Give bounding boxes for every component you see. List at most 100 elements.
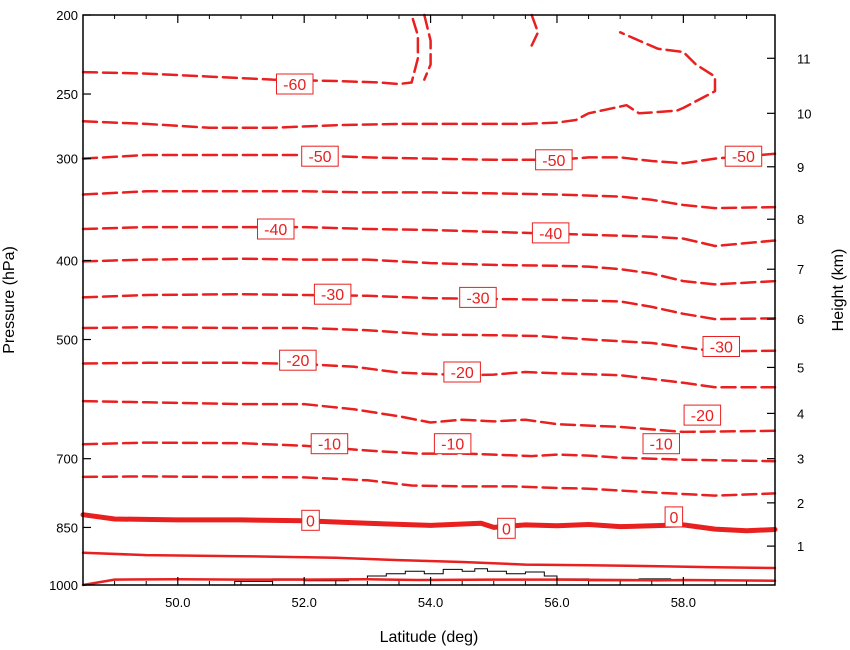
x-tick-label: 56.0	[544, 595, 569, 610]
isotherm-contours	[80, 13, 778, 587]
contour-label-text: -40	[264, 222, 287, 239]
height-tick-label: 11	[797, 51, 811, 66]
contour-minus15	[81, 399, 777, 434]
terrain-outline	[234, 568, 684, 585]
contour-minus10	[81, 441, 777, 463]
contour-label-box	[276, 73, 314, 95]
pressure-tick-label: 250	[56, 87, 78, 102]
x-tick-label: 52.0	[292, 595, 317, 610]
pressure-tick-label: 500	[56, 333, 78, 348]
contour-label-text: -60	[283, 77, 306, 94]
contour-labels: -60 -50 -50 -50 -40 -40 -30 -30 -30 -20 -20 -20 -10 -…	[257, 73, 763, 539]
x-tick-label: 58.0	[671, 595, 696, 610]
contour-label: 0	[301, 509, 320, 531]
contour-label-box	[301, 509, 320, 531]
contour-label: -30	[313, 283, 352, 305]
contour-label: -20	[683, 404, 722, 426]
height-tick-label: 9	[797, 160, 804, 175]
contour-minus60	[530, 13, 540, 47]
contour-label-text: -50	[542, 153, 565, 170]
contour-label-box	[313, 283, 352, 305]
pressure-tick-label: 850	[56, 520, 78, 535]
height-tick-label: 8	[797, 212, 804, 227]
contour-minus50	[81, 152, 777, 165]
contour-label: 0	[664, 506, 684, 528]
contour-10	[81, 578, 777, 587]
contour-label: -50	[535, 149, 573, 171]
contour-label: -60	[276, 73, 314, 95]
contour-label-text: 0	[306, 513, 315, 530]
contour-label: -10	[310, 433, 349, 455]
height-tick-label: 10	[797, 106, 811, 121]
contour-minus45	[81, 190, 777, 210]
contour-label-box	[724, 145, 763, 167]
x-tick-label: 54.0	[418, 595, 443, 610]
contour-label-box	[683, 404, 722, 426]
contour-label-text: -10	[650, 437, 673, 454]
contour-minus40	[81, 225, 777, 248]
contour-label-text: -30	[321, 287, 344, 304]
height-tick-label: 5	[797, 360, 804, 375]
contour-minus25	[81, 326, 777, 353]
contour-label: -20	[279, 349, 317, 371]
axis-ticks: 50.0 52.0 54.0 56.0 58.020025030040050070085…	[49, 8, 811, 610]
pressure-tick-label: 300	[56, 152, 78, 167]
contour-label-text: 0	[669, 510, 678, 527]
contour-label-text: 0	[502, 521, 511, 538]
contour-label-text: -10	[318, 437, 341, 454]
contour-label-text: -30	[466, 290, 489, 307]
contour-label-box	[535, 149, 573, 171]
contour-label-box	[459, 286, 497, 308]
contour-minus20	[81, 361, 777, 389]
contour-label-text: -10	[441, 437, 464, 454]
pressure-tick-label: 1000	[49, 578, 78, 593]
contour-label-box	[310, 433, 349, 455]
contour-label-box	[433, 433, 472, 455]
contour-label: -50	[724, 145, 763, 167]
contour-label-text: -20	[286, 353, 309, 370]
contour-label-text: -50	[308, 149, 331, 166]
contour-minus30	[81, 292, 777, 321]
contour-minus35	[81, 257, 777, 286]
contour-label-box	[301, 145, 339, 167]
contour-label: -50	[301, 145, 339, 167]
contour-label-box	[664, 506, 684, 528]
contour-label: -10	[433, 433, 472, 455]
contour-label-text: -40	[539, 226, 562, 243]
contour-label-box	[257, 218, 295, 240]
contour-label-text: -50	[732, 149, 755, 166]
contour-label-text: -30	[710, 340, 733, 357]
contour-minus60	[81, 13, 420, 86]
contour-label-box	[279, 349, 317, 371]
height-tick-label: 7	[797, 262, 804, 277]
x-tick-label: 50.0	[165, 595, 190, 610]
height-tick-label: 3	[797, 452, 804, 467]
height-tick-label: 1	[797, 539, 804, 554]
height-tick-label: 6	[797, 312, 804, 327]
pressure-tick-label: 700	[56, 452, 78, 467]
contour-label-box	[702, 336, 740, 357]
contour-label: -40	[257, 218, 295, 240]
contour-label-box	[443, 361, 481, 383]
contour-label-text: -20	[691, 408, 714, 425]
contour-label: -30	[702, 336, 740, 357]
contour-minus60	[423, 13, 432, 81]
contour-label-text: -20	[451, 365, 474, 382]
pressure-tick-label: 200	[56, 8, 78, 23]
contour-label: -30	[459, 286, 497, 308]
height-tick-label: 4	[797, 406, 804, 421]
plot-frame	[82, 14, 776, 586]
y-axis-title-height: Height (km)	[830, 249, 847, 332]
contour-label: -20	[443, 361, 481, 383]
contour-5	[81, 551, 777, 570]
contour-label: 0	[497, 517, 516, 539]
y-axis-title-pressure: Pressure (hPa)	[1, 246, 18, 354]
contour-minus5	[81, 475, 777, 497]
height-tick-label: 2	[797, 496, 804, 511]
contour-label-box	[497, 517, 516, 539]
x-axis-title: Latitude (deg)	[380, 629, 479, 646]
contour-label-box	[531, 222, 570, 244]
contour-label-box	[642, 433, 680, 455]
pressure-tick-label: 400	[56, 253, 78, 268]
